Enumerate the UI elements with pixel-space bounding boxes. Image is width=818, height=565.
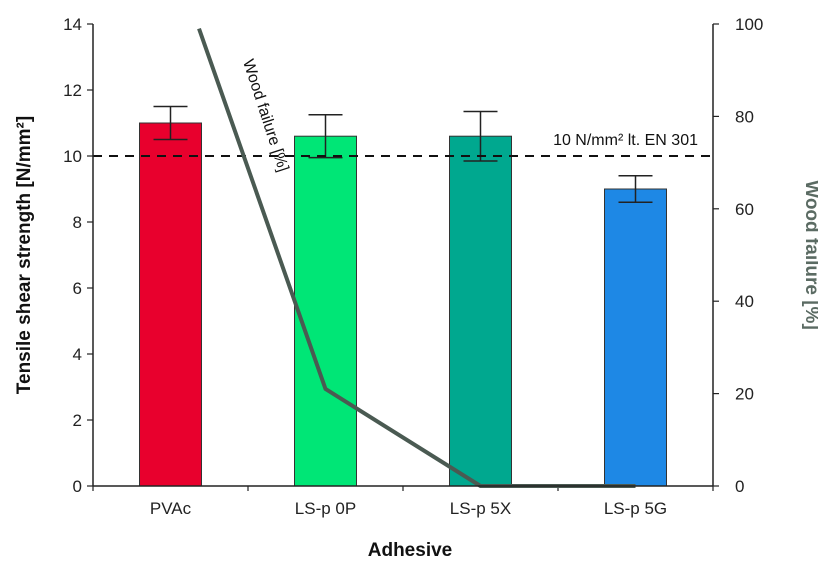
y-tick-label: 10 [63,147,82,166]
bar-ls-p-5x [449,135,512,487]
y2-tick-label: 20 [735,385,754,404]
y2-tick-label: 0 [735,477,744,496]
error-bar [308,114,343,159]
plot-frame [92,24,714,487]
x-tick-label: LS-p 5X [450,499,511,518]
error-bar [618,175,653,203]
y2-tick-label: 40 [735,292,754,311]
x-tick-label: LS-p 5G [604,499,667,518]
y-tick-label: 14 [63,15,82,34]
x-tick-label: PVAc [150,499,192,518]
reference-line-label: 10 N/mm² lt. EN 301 [553,132,698,149]
y-axis-ticks: 0 2 4 6 8 10 12 14 [63,15,93,496]
line-series-label: Wood failure [%] [239,57,291,174]
x-axis-ticks: PVAc LS-p 0P LS-p 5X LS-p 5G [92,486,714,518]
y-tick-label: 0 [73,477,82,496]
y2-tick-label: 60 [735,200,754,219]
x-tick-label: LS-p 0P [295,499,356,518]
y-tick-label: 2 [73,411,82,430]
y-tick-label: 12 [63,81,82,100]
bar-ls-p-0p [294,135,357,487]
x-axis-title: Adhesive [368,540,452,561]
y-axis-title: Tensile shear strength [N/mm²] [14,116,35,394]
y-tick-label: 4 [73,345,82,364]
bars [139,122,667,487]
error-bar [153,105,188,141]
y2-tick-label: 80 [735,107,754,126]
bar-ls-p-5g [604,188,667,487]
bar-pvac [139,122,202,487]
y2-axis-title: Wood failure [%] [801,180,818,330]
error-bars [153,105,653,203]
y-tick-label: 6 [73,279,82,298]
y2-tick-label: 100 [735,15,763,34]
y-tick-label: 8 [73,213,82,232]
error-bar [463,110,498,162]
y2-axis-ticks: 0 20 40 60 80 100 [713,15,763,496]
